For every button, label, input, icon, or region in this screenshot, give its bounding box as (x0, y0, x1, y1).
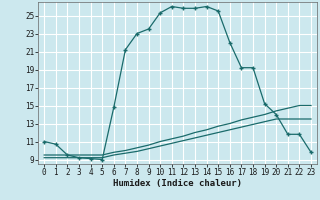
X-axis label: Humidex (Indice chaleur): Humidex (Indice chaleur) (113, 179, 242, 188)
